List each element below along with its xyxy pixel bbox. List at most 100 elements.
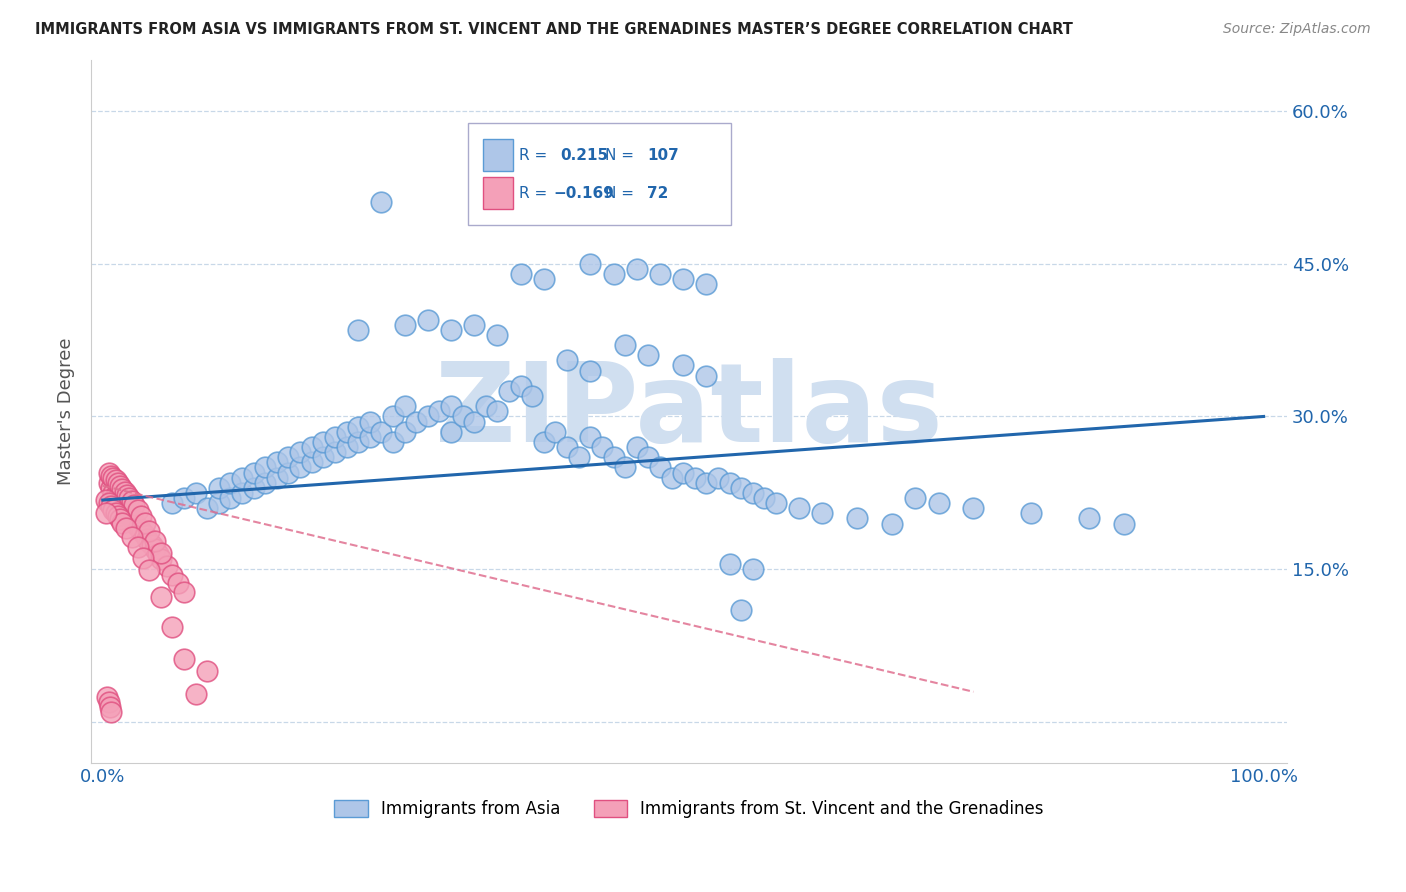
Point (97, 496, 120, 510)
Point (127, 503, 149, 517)
Point (359, 415, 381, 429)
Point (117, 506, 139, 520)
Point (741, 486, 763, 500)
Point (463, 318, 485, 332)
Point (661, 470, 683, 484)
Point (568, 450, 591, 465)
Point (637, 348, 659, 362)
Point (242, 466, 264, 480)
Point (108, 493, 131, 508)
Point (637, 450, 659, 465)
Point (254, 475, 277, 490)
Point (370, 425, 392, 439)
Point (122, 513, 145, 527)
Point (381, 434, 404, 449)
Point (579, 363, 602, 377)
Point (394, 399, 416, 413)
Point (108, 512, 131, 526)
Point (105, 486, 128, 500)
Point (695, 277, 717, 291)
Point (1114, 516, 1136, 531)
Point (626, 440, 648, 454)
Point (626, 261, 648, 276)
Point (122, 498, 145, 512)
Point (184, 687, 207, 701)
Point (707, 470, 730, 484)
Point (242, 481, 264, 495)
Point (100, 468, 122, 483)
Point (162, 619, 184, 633)
Point (614, 338, 637, 352)
Point (141, 538, 163, 552)
Point (288, 460, 311, 475)
Point (672, 272, 695, 286)
Point (96, 690, 118, 704)
Point (962, 501, 984, 516)
Point (100, 499, 122, 513)
Point (100, 705, 122, 719)
Point (118, 491, 141, 505)
Point (486, 404, 509, 418)
Point (97, 475, 120, 490)
Point (266, 470, 288, 484)
Point (718, 475, 741, 490)
Point (173, 491, 195, 505)
Point (614, 460, 637, 475)
Point (394, 318, 416, 332)
Point (121, 530, 143, 544)
Point (416, 409, 439, 424)
Point (97, 466, 120, 480)
Point (741, 562, 763, 576)
Point (124, 516, 146, 531)
Point (103, 503, 125, 517)
Point (904, 491, 927, 505)
Point (672, 466, 695, 480)
Point (100, 481, 122, 495)
Point (648, 267, 671, 281)
Point (96, 493, 118, 508)
Point (602, 267, 624, 281)
Point (107, 491, 129, 505)
Text: R =: R = (519, 186, 547, 201)
Point (127, 519, 149, 533)
Text: −0.169: −0.169 (554, 186, 614, 201)
Point (103, 470, 125, 484)
Point (184, 486, 207, 500)
Point (149, 546, 172, 560)
Point (173, 584, 195, 599)
Point (730, 603, 752, 617)
Point (104, 506, 127, 520)
Point (312, 434, 335, 449)
Point (882, 516, 904, 531)
Point (127, 540, 149, 554)
Point (555, 353, 578, 368)
Point (277, 466, 299, 480)
Point (134, 527, 156, 541)
Point (138, 563, 160, 577)
Point (108, 479, 131, 493)
Point (277, 450, 299, 465)
Point (149, 552, 172, 566)
Text: 0.215: 0.215 (560, 148, 607, 162)
FancyBboxPatch shape (484, 178, 513, 209)
Point (602, 450, 624, 465)
Point (114, 484, 136, 499)
Point (811, 506, 834, 520)
Point (103, 491, 125, 505)
Point (544, 425, 567, 439)
Point (149, 590, 172, 604)
Point (718, 558, 741, 572)
Point (219, 475, 242, 490)
Point (533, 272, 555, 286)
Point (928, 496, 950, 510)
Point (104, 473, 127, 487)
Text: 107: 107 (647, 148, 679, 162)
Point (335, 440, 357, 454)
Point (312, 450, 335, 465)
Point (129, 509, 152, 524)
Point (266, 455, 288, 469)
Point (231, 486, 253, 500)
Point (509, 379, 531, 393)
Point (555, 440, 578, 454)
Text: Source: ZipAtlas.com: Source: ZipAtlas.com (1223, 22, 1371, 37)
